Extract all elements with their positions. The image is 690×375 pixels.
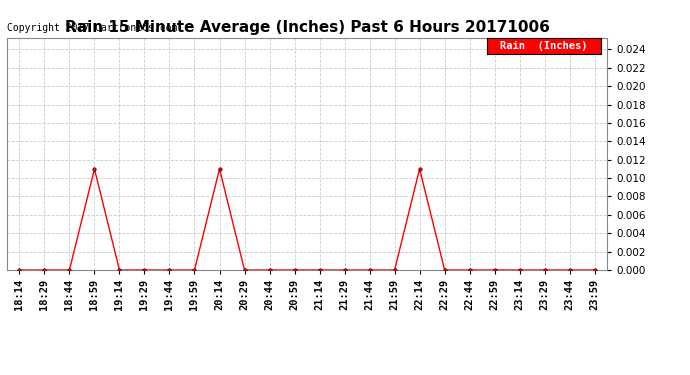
Text: Copyright 2017 Cartronics.com: Copyright 2017 Cartronics.com xyxy=(7,23,177,33)
Title: Rain 15 Minute Average (Inches) Past 6 Hours 20171006: Rain 15 Minute Average (Inches) Past 6 H… xyxy=(65,20,549,35)
